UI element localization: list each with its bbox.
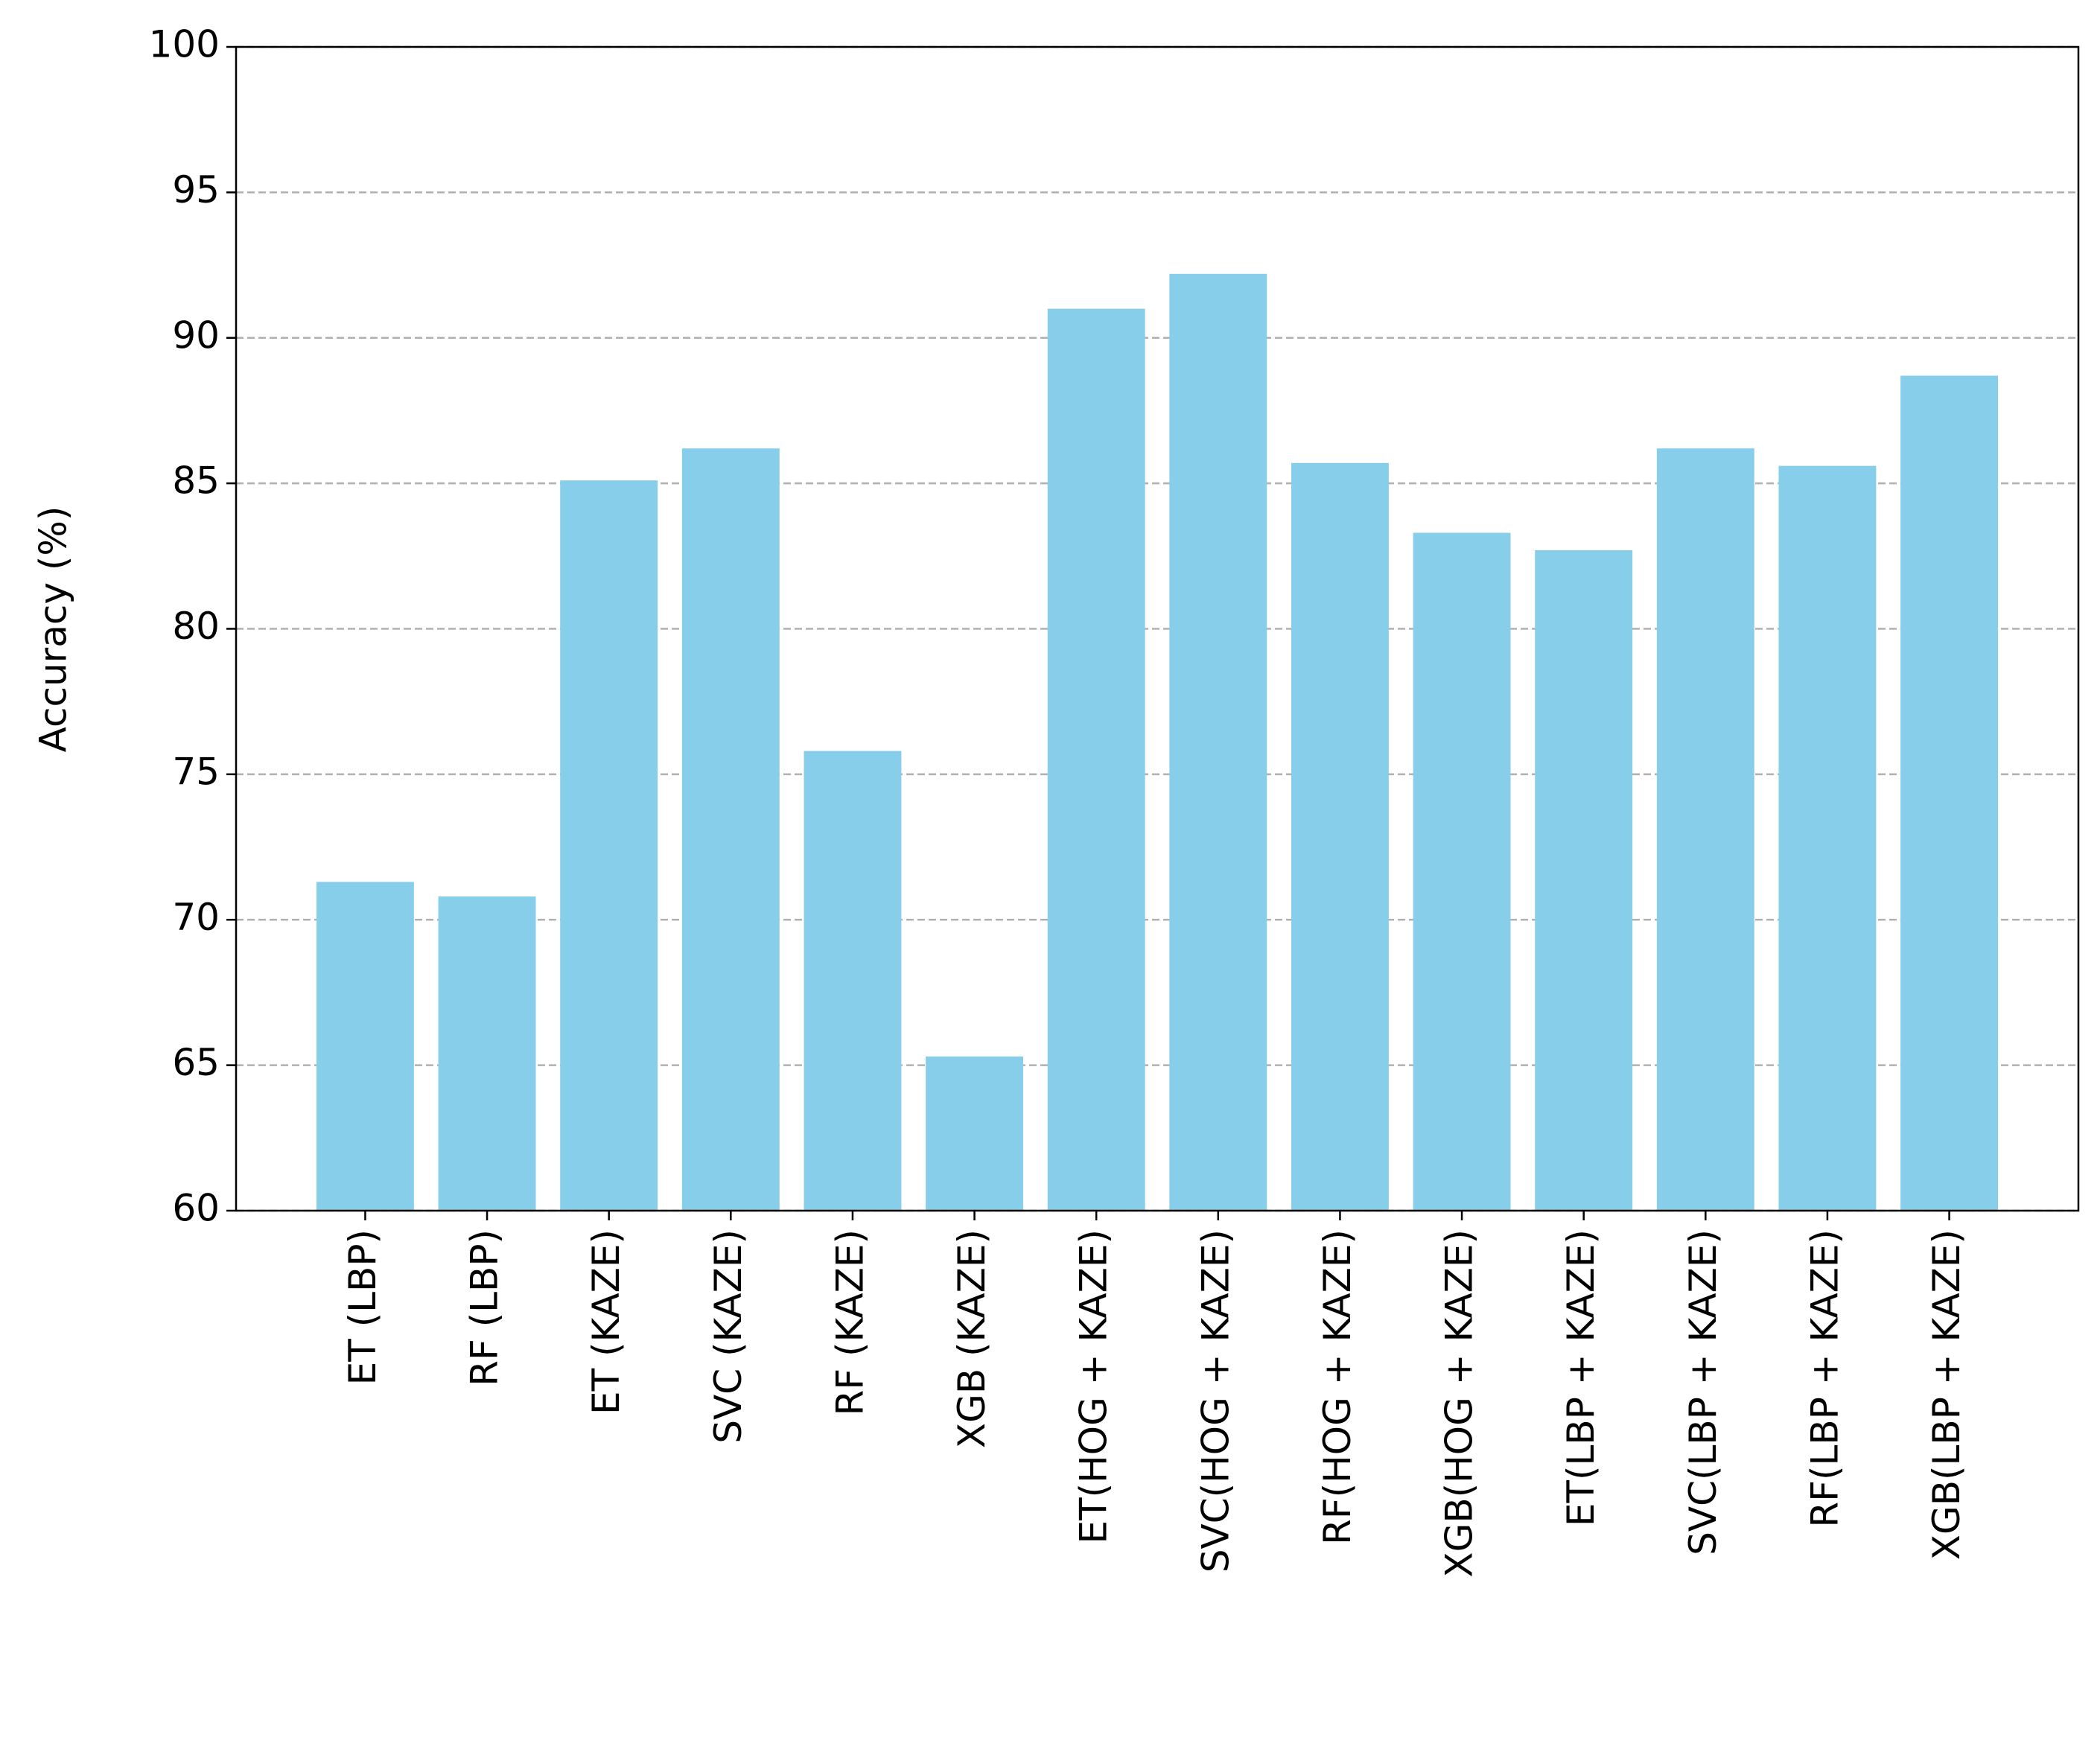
x-tick-label: SVC(HOG + KAZE) (1194, 1229, 1237, 1573)
x-tick-label: RF(LBP + KAZE) (1803, 1229, 1846, 1527)
y-axis-label: Accuracy (%) (32, 506, 75, 753)
x-tick-label: RF (LBP) (463, 1229, 506, 1386)
bar (316, 882, 414, 1211)
y-tick-label: 80 (172, 605, 220, 648)
bar (681, 448, 780, 1211)
x-tick-label: ET (KAZE) (585, 1229, 628, 1415)
y-tick-label: 60 (172, 1187, 220, 1230)
plot-frame (235, 45, 2080, 1212)
y-tick-label: 65 (172, 1041, 220, 1084)
x-tick-label: SVC (KAZE) (707, 1229, 750, 1444)
y-tick-label: 90 (172, 313, 220, 357)
y-tick-label: 70 (172, 896, 220, 939)
bar (1169, 273, 1267, 1211)
bar (926, 1056, 1024, 1211)
y-tick-label: 95 (172, 168, 220, 211)
x-tick-label: XGB (KAZE) (950, 1229, 993, 1448)
bar (1413, 532, 1511, 1211)
bar (1047, 308, 1145, 1211)
bar (560, 480, 658, 1211)
x-tick-label: RF(HOG + KAZE) (1316, 1229, 1359, 1545)
y-tick-label: 75 (172, 750, 220, 793)
x-tick-label: ET (LBP) (341, 1229, 384, 1385)
bar (1535, 549, 1633, 1211)
x-tick-label: ET(LBP + KAZE) (1559, 1229, 1603, 1526)
bar (1291, 462, 1389, 1211)
bar (804, 751, 902, 1211)
y-tick-label: 100 (149, 23, 220, 66)
bar (1656, 448, 1754, 1211)
bar (1778, 465, 1877, 1211)
x-tick-label: SVC(LBP + KAZE) (1681, 1229, 1725, 1555)
x-tick-label: XGB(HOG + KAZE) (1438, 1229, 1481, 1578)
bar (1900, 375, 1999, 1211)
x-tick-label: RF (KAZE) (828, 1229, 871, 1415)
x-tick-label: ET(HOG + KAZE) (1072, 1229, 1116, 1544)
y-tick-label: 85 (172, 459, 220, 503)
x-tick-label: XGB(LBP + KAZE) (1925, 1229, 1968, 1560)
bar (438, 896, 536, 1211)
